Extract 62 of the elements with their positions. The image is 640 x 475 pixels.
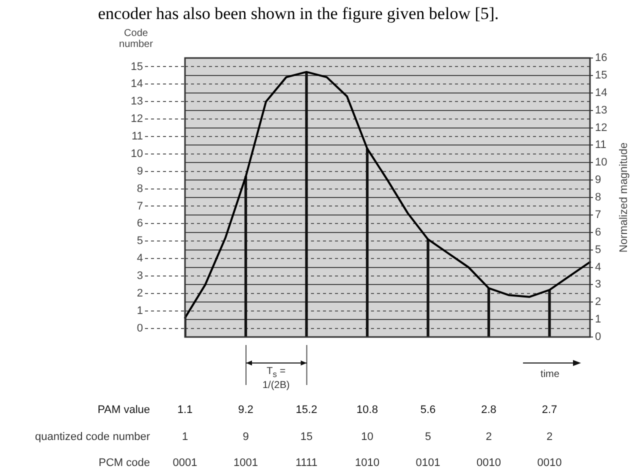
text: 1111: [295, 457, 318, 470]
y2-tick-label: 16: [595, 52, 608, 64]
text: PAM value: [98, 404, 150, 416]
y2-tick-label: 1: [595, 314, 602, 326]
y-tick-label: 0: [136, 322, 143, 334]
text: T$_{s}$ = 1/(2B): [262, 366, 291, 391]
data-label: 5.6: [420, 404, 436, 416]
text: quantized code number: [35, 431, 150, 444]
text: 1: [182, 431, 188, 444]
text: 0101: [416, 457, 440, 470]
y-tick-label: 2: [136, 287, 143, 300]
data-label: 10.8: [356, 404, 378, 416]
text: 2: [486, 431, 492, 444]
text: 2: [546, 431, 553, 444]
y-tick-label: 4: [136, 252, 143, 265]
data-label: 2.8: [481, 404, 496, 416]
text: time: [540, 369, 560, 380]
text: 10: [361, 431, 374, 444]
y2-tick-label: 13: [595, 104, 608, 116]
y-axis-title: Code number: [118, 28, 154, 50]
y2-tick-label: 4: [595, 261, 602, 274]
text: 0001: [172, 457, 198, 470]
y-tick-label: 9: [136, 165, 143, 178]
y-tick-label: 3: [136, 270, 143, 282]
y2-tick-label: 2: [595, 296, 602, 308]
text: 1010: [355, 457, 380, 470]
text: PCM code: [98, 457, 150, 470]
text: 0010: [476, 457, 501, 470]
y-tick-label: 14: [130, 78, 143, 90]
y2-axis-title: Normalized magnitude: [618, 142, 630, 253]
y-tick-label: 7: [136, 200, 143, 212]
y2-tick-label: 10: [595, 156, 608, 169]
y2-tick-label: 12: [595, 122, 608, 134]
text: 9: [242, 431, 249, 444]
y2-tick-label: 11: [595, 139, 606, 152]
text: encoder has also been shown in the figure given below [5].: [98, 4, 499, 24]
y-tick-label: 13: [130, 96, 143, 108]
data-label: 15.2: [296, 404, 318, 416]
y-tick-label: 12: [130, 113, 143, 126]
text: 1001: [234, 457, 258, 470]
y2-tick-label: 9: [595, 174, 602, 186]
y-tick-label: 11: [132, 130, 143, 142]
data-label: 9.2: [238, 404, 254, 416]
y2-tick-label: 8: [595, 192, 602, 204]
y-tick-label: 8: [136, 182, 143, 195]
text: 15: [300, 431, 313, 444]
y-tick-label: 1: [136, 304, 143, 317]
y2-tick-label: 3: [595, 278, 602, 291]
y-tick-label: 5: [136, 235, 143, 248]
y-tick-label: 6: [136, 218, 143, 230]
y-tick-label: 15: [130, 60, 143, 73]
text: 0010: [537, 457, 562, 470]
y-tick-label: 10: [130, 148, 143, 160]
data-label: 1.1: [177, 404, 193, 416]
y2-tick-label: 6: [595, 226, 602, 238]
y2-tick-label: 0: [595, 331, 602, 344]
y2-tick-label: 7: [595, 208, 602, 221]
y2-tick-label: 14: [595, 86, 608, 99]
y2-tick-label: 15: [595, 69, 608, 82]
text: 5: [424, 431, 432, 444]
data-label: 2.7: [542, 404, 558, 416]
y2-tick-label: 5: [595, 244, 602, 256]
